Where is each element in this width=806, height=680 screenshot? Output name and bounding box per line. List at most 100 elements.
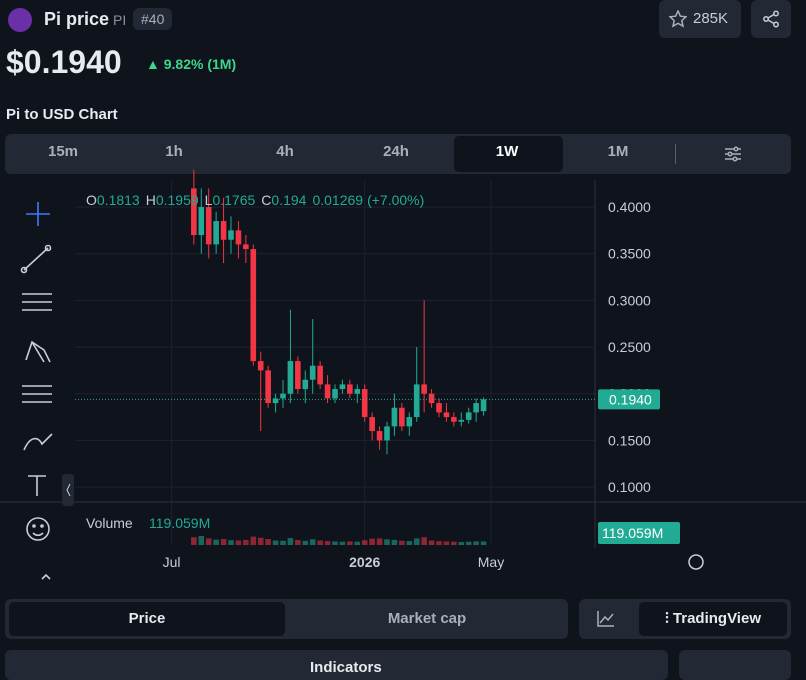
volume-bar — [361, 540, 368, 545]
candle-body — [436, 403, 442, 413]
candle-body — [280, 393, 286, 399]
timeframe-tab[interactable]: 4h — [276, 143, 294, 160]
star-icon — [669, 10, 687, 28]
tradingview-tab[interactable]: ⫶ TradingView — [639, 602, 787, 636]
share-icon — [763, 10, 779, 28]
watchlist-button[interactable]: 285K — [659, 0, 741, 38]
volume-bar — [406, 541, 413, 545]
last-price-badge — [598, 389, 660, 410]
ohlc-value: 0.1959 — [156, 192, 199, 208]
volume-bar — [250, 536, 257, 545]
candle-body — [302, 379, 309, 390]
up-arrow: ▲ — [146, 56, 164, 72]
volume-bar — [332, 541, 338, 545]
candle-body — [198, 207, 205, 236]
volume-bar — [465, 541, 472, 545]
ohlc-value: 0.1813 — [97, 192, 140, 208]
candle-body — [332, 389, 338, 399]
x-tick-label: 2026 — [349, 554, 380, 570]
volume-bar — [473, 541, 479, 545]
candle-body — [235, 230, 242, 245]
volume-bar — [191, 537, 197, 545]
price-tab[interactable]: Price — [9, 602, 285, 636]
volume-badge — [598, 522, 680, 544]
candle-body — [384, 426, 390, 441]
share-button[interactable] — [751, 0, 791, 38]
volume-bar — [436, 541, 442, 545]
volume-bar — [280, 540, 286, 545]
candle-body — [257, 361, 264, 371]
volume-bar — [369, 538, 375, 545]
candle-body — [191, 188, 197, 236]
volume-bar — [302, 540, 309, 545]
ohlc-key: O — [86, 192, 97, 208]
volume-bar — [480, 541, 487, 545]
chart-heading: Pi to USD Chart — [6, 106, 118, 123]
volume-bar — [354, 541, 361, 545]
timeframe-tab[interactable]: 15m — [47, 143, 79, 160]
candle-body — [265, 370, 271, 404]
ohlc-key: C — [261, 192, 271, 208]
ohlc-value: 0.194 — [271, 192, 306, 208]
line-chart-icon[interactable] — [596, 610, 616, 628]
volume-badge-label: 119.059M — [602, 525, 663, 541]
volume-bar — [309, 539, 316, 545]
volume-bar — [399, 540, 405, 545]
candle-body — [228, 230, 234, 240]
volume-bar — [213, 539, 219, 545]
candle-body — [406, 417, 413, 427]
candle-body — [443, 412, 450, 418]
candle-body — [421, 384, 427, 394]
y-tick-label: 0.3000 — [608, 292, 651, 308]
x-tick-label: May — [478, 554, 504, 570]
volume-value: 119.059M — [149, 515, 210, 531]
collapse-handle — [62, 474, 74, 506]
coin-symbol: PI — [113, 12, 127, 28]
volume-bar — [220, 539, 227, 545]
pager[interactable] — [679, 650, 791, 680]
last-price-label: 0.1940 — [609, 391, 652, 407]
timeframe-tab[interactable]: 1M — [607, 143, 629, 160]
volume-bar — [287, 538, 294, 545]
candle-body — [451, 417, 457, 422]
ohlc-key: L — [205, 192, 213, 208]
volume-bar — [458, 542, 465, 545]
timeframe-tab[interactable]: 1W — [495, 143, 519, 160]
ohlc-value: 0.1765 — [212, 192, 255, 208]
candle-body — [205, 207, 212, 245]
price-change: ▲ 9.82% (1M) — [146, 56, 236, 72]
indicators-button[interactable]: Indicators — [5, 650, 668, 680]
candle-body — [376, 431, 383, 441]
candle-body — [339, 384, 346, 390]
candle-body — [213, 221, 219, 245]
candle-body — [361, 389, 368, 418]
candle-body — [347, 384, 353, 394]
coin-logo — [8, 8, 32, 32]
change-text: 9.82% (1M) — [163, 56, 237, 72]
volume-bar — [272, 540, 279, 545]
x-tick-label: Jul — [163, 554, 181, 570]
timeframe-tab[interactable]: 1h — [165, 143, 183, 160]
volume-bar — [413, 538, 420, 545]
volume-bar — [235, 540, 242, 545]
settings-icon[interactable] — [724, 146, 742, 162]
volume-bar — [205, 538, 212, 545]
y-tick-label: 0.1500 — [608, 432, 651, 448]
candle-body — [272, 398, 279, 404]
ohlc-change: 0.01269 — [312, 192, 363, 208]
volume-bar — [243, 539, 249, 545]
volume-title: Volume — [86, 515, 133, 531]
candle-body — [399, 407, 405, 427]
current-price: $0.1940 — [6, 44, 122, 80]
settings-gear — [688, 554, 704, 570]
volume-bar — [443, 541, 450, 545]
coin-name: Pi price — [44, 9, 110, 29]
candle-body — [324, 384, 331, 399]
market-cap-tab[interactable]: Market cap — [387, 610, 467, 627]
watchlist-count: 285K — [693, 10, 729, 27]
timeframe-tab[interactable]: 24h — [383, 143, 409, 160]
ohlc-change-pct: (+7.00%) — [367, 192, 424, 208]
y-tick-label: 0.3500 — [608, 246, 651, 262]
volume-bar — [384, 539, 390, 545]
